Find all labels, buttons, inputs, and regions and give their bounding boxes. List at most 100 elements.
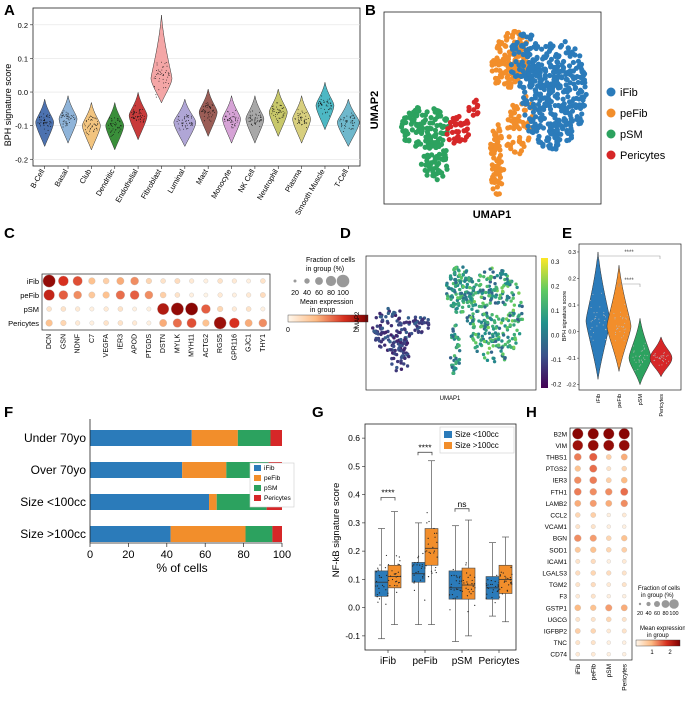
panel-h-gene-labels: B2M VIM THBS1 PTGS2 IER3 FTH1 LAMB2 CCL2 VCAM1 BG… xyxy=(542,431,567,658)
panel-c-gene-label: GJC1 xyxy=(246,334,253,352)
panel-g-ytick: 0.0 xyxy=(348,603,360,613)
panel-a-xtick: Plasma xyxy=(283,167,304,194)
panel-f-xtick: 20 xyxy=(122,549,134,561)
panel-h-size-tick: 80 xyxy=(662,611,668,617)
panel-a-ytick: 0.2 xyxy=(18,21,28,30)
panel-a-ytick: 0.0 xyxy=(18,88,28,97)
panel-d-colorbar-ticks: 0.3 0.2 0.1 0.0 -0.1 -0.2 xyxy=(551,260,562,389)
panel-f-bar-ifib xyxy=(90,430,192,446)
panel-h-gene-label: CCL2 xyxy=(550,513,567,520)
panel-f-bar-ifib xyxy=(90,526,171,542)
panel-e-violin-ifib xyxy=(585,251,611,380)
panel-g-significance: **** **** ns xyxy=(380,442,470,512)
panel-h-color-legend: Mean expression in group 1 2 xyxy=(635,626,685,656)
panel-h-gene-label: GSTP1 xyxy=(546,605,568,612)
panel-d-cbar-tick: 0.2 xyxy=(551,285,560,291)
panel-e-sig-2: **** xyxy=(624,278,634,284)
panel-g-box-pefib xyxy=(424,528,439,566)
panel-g-legend-item: Size <100cc xyxy=(455,430,499,439)
panel-a: A BPH signature score 0.20.10.0-0.1-0.2 … xyxy=(3,2,361,217)
panel-g: G NF-kB signature score 0.60.50.40.30.20… xyxy=(312,404,520,667)
panel-h-colorbar xyxy=(635,639,681,647)
panel-b-label: B xyxy=(365,2,376,19)
panel-h-gene-label: PTGS2 xyxy=(546,466,568,473)
panel-c-gene-label: C7 xyxy=(89,334,96,343)
panel-h-gene-label: SOD1 xyxy=(549,547,567,554)
panel-f-xtick: 0 xyxy=(87,549,93,561)
panel-f-bar-pefib xyxy=(182,462,227,478)
panel-h-gene-label: TGM2 xyxy=(549,582,567,589)
panel-b-xlabel: UMAP1 xyxy=(473,209,512,221)
panel-e-ytick: -0.2 xyxy=(567,383,576,389)
panel-d-cbar-tick: 0.0 xyxy=(551,334,560,340)
panel-c-gene-label: THY1 xyxy=(260,334,267,352)
panel-a-xtick: Endothelial xyxy=(113,167,140,204)
panel-d-label: D xyxy=(340,225,351,242)
panel-c-size-title-2: in group (%) xyxy=(306,266,344,273)
panel-h-gene-label: FTH1 xyxy=(551,489,568,496)
panel-e-label: E xyxy=(562,225,572,242)
panel-f-legend-item: Pericytes xyxy=(264,495,291,502)
panel-c-gene-label: RGS5 xyxy=(217,334,224,353)
panel-a-xtick: Luminal xyxy=(166,167,187,195)
panel-f-bar-psm xyxy=(237,430,271,446)
panel-c-gene-label: DSTN xyxy=(160,334,167,353)
panel-f-xticks: 0 20 40 60 80 100 xyxy=(87,543,291,561)
panel-h-size-legend: Fraction of cells in group (%) 20 40 60 80 1… xyxy=(637,586,680,617)
panel-g-ylabel: NF-kB signature score xyxy=(331,483,342,578)
panel-g-sig: **** xyxy=(381,487,395,497)
panel-c-label: C xyxy=(4,225,15,242)
panel-a-ytick: 0.1 xyxy=(18,54,28,63)
panel-f-row-label: Over 70yo xyxy=(31,463,87,477)
panel-c-size-tick: 100 xyxy=(337,290,349,297)
panel-g-ytick: 0.6 xyxy=(348,433,360,443)
panel-g-xtick: peFib xyxy=(412,656,437,667)
panel-f-bar-pefib xyxy=(170,526,246,542)
panel-a-xtick: Basal xyxy=(53,167,70,188)
panel-f-bar-pefib xyxy=(191,430,238,446)
panel-b-legend-pericytes: Pericytes xyxy=(620,150,666,162)
panel-h-col-label: peFib xyxy=(590,664,597,681)
panel-c-size-tick: 60 xyxy=(315,290,323,297)
panel-g-xtick: iFib xyxy=(380,656,397,667)
panel-h-size-title-1: Fraction of cells xyxy=(638,586,680,592)
panel-f-label: F xyxy=(4,404,13,421)
panel-g-sig: **** xyxy=(418,442,432,452)
panel-h-size-tick: 20 xyxy=(637,611,643,617)
panel-c-gene-labels: DCN GSN NDNF C7 VEGFA IER3 APOD PTGDS DSTN MYLK MY… xyxy=(46,334,267,361)
panel-c-gene-label: GSN xyxy=(60,334,67,349)
panel-a-violin-b-cell xyxy=(35,99,54,148)
panel-e-significance: **** **** xyxy=(597,250,661,287)
panel-a-xtick: Club xyxy=(78,168,94,186)
panel-g-box-ifib xyxy=(374,570,389,597)
panel-e-violin-pefib xyxy=(606,265,632,372)
panel-d-frame xyxy=(365,255,537,391)
panel-f-bar-pericytes xyxy=(270,430,282,446)
panel-b: B UMAP2 UMAP1 iFib peFib pSM Pericytes xyxy=(365,2,666,221)
panel-g-xtick: pSM xyxy=(452,656,473,667)
panel-g-legend: Size <100cc Size >100cc xyxy=(439,426,515,454)
panel-h-label: H xyxy=(526,404,537,421)
panel-c-color-tick-0: 0 xyxy=(286,327,290,334)
panel-a-yticks: 0.2 0.1 0.0 -0.1 -0.2 xyxy=(15,21,33,164)
panel-a-violin-endothelial xyxy=(128,92,148,141)
panel-a-xtick: B-Cell xyxy=(28,167,46,189)
panel-b-umap-points xyxy=(398,28,589,197)
panel-f-row-label: Size <100cc xyxy=(20,495,86,509)
panel-h-dots xyxy=(572,428,630,657)
panel-a-xtick: Monocyte xyxy=(209,167,233,200)
panel-h-gene-label: LGALS3 xyxy=(542,571,567,578)
panel-c-row-pefib: peFib xyxy=(20,291,39,300)
panel-e-xtick: peFib xyxy=(617,394,623,408)
panel-a-xtick: Dendritic xyxy=(94,167,117,197)
panel-c-row-ifib: iFib xyxy=(27,277,39,286)
panel-g-label: G xyxy=(312,404,324,421)
panel-d-cbar-tick: 0.3 xyxy=(551,260,560,266)
panel-c-color-tick-2: 2 xyxy=(353,327,357,334)
panel-b-legend: iFib peFib pSM Pericytes xyxy=(606,87,666,162)
panel-h-gene-label: LAMB2 xyxy=(546,501,568,508)
panel-h-col-label: Pericytes xyxy=(621,663,628,690)
panel-a-violin-fibroblast xyxy=(150,15,173,104)
panel-c-gene-label: IER3 xyxy=(117,334,124,350)
